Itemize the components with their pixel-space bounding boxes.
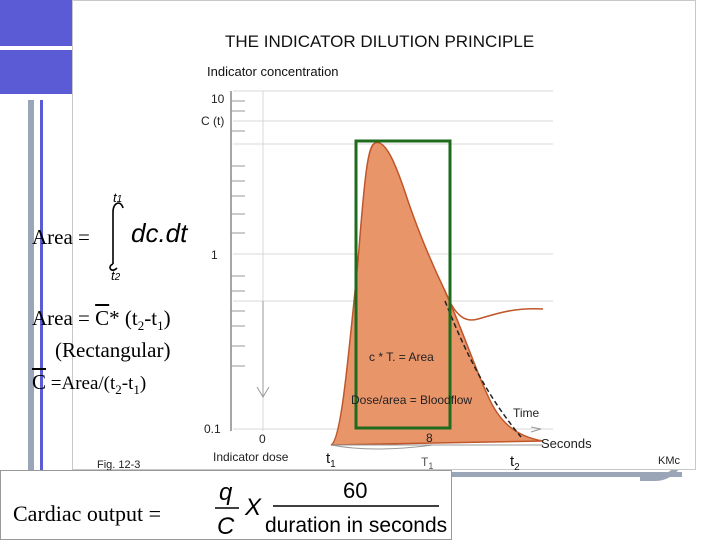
integral-upper-limit: t1	[113, 190, 122, 205]
rect-area-text: c * T. = Area	[369, 350, 434, 364]
x-tick-zero: 0	[259, 432, 266, 446]
cardiac-output-label: Cardiac output =	[13, 501, 162, 526]
area-integral-label: Area =	[32, 225, 90, 249]
figure-canvas: THE INDICATOR DILUTION PRINCIPLE Indicat…	[97, 32, 681, 473]
integral-sign-icon	[109, 202, 124, 271]
y-axis-label: Indicator concentration	[207, 64, 339, 79]
dilution-curve-area	[330, 141, 544, 446]
time-label: Time	[513, 406, 540, 420]
seconds-label: Seconds	[541, 436, 592, 451]
C-symbol: C	[217, 513, 235, 538]
fig-label: Fig. 12-3	[97, 459, 140, 471]
bloodflow-text: Dose/area = Bloodflow	[351, 393, 472, 407]
credit-label: KMc	[658, 455, 681, 467]
integral-lower-limit: t2	[111, 268, 121, 283]
y-tick-0-1: 0.1	[204, 422, 221, 436]
dose-label: Indicator dose	[213, 450, 289, 464]
X-symbol: X	[244, 494, 262, 521]
y-tick-10: 10	[211, 92, 225, 106]
slide-blue-block-mid	[0, 50, 72, 94]
T1-label: T1	[421, 455, 433, 471]
slide-gray-bar	[28, 100, 34, 470]
slide-gray-bottom-bar	[452, 472, 682, 477]
sixty-numerator: 60	[343, 478, 367, 503]
slide-blue-block-top	[0, 0, 72, 46]
equivalent-rectangle	[354, 139, 452, 430]
integral-expression: t1 dc.dt t2	[109, 190, 189, 283]
time-brace	[330, 444, 434, 450]
area-rect-equation: Area = C* (t2-t1)	[32, 306, 171, 334]
t2-label: t2	[510, 453, 520, 471]
slide-blue-frame-left	[40, 100, 43, 470]
integrand: dc.dt	[131, 218, 189, 248]
y-tick-1: 1	[211, 248, 218, 262]
cardiac-output-formula: q C X 60 duration in seconds	[215, 478, 447, 538]
indicator-dilution-figure: THE INDICATOR DILUTION PRINCIPLE Indicat…	[72, 0, 696, 473]
q-symbol: q	[219, 479, 233, 506]
cardiac-output-box: Cardiac output =	[0, 470, 452, 540]
x-tick-eight: 8	[426, 431, 433, 445]
dose-arrow-head	[256, 386, 270, 398]
t1-label: t1	[326, 450, 336, 470]
figure-title: THE INDICATOR DILUTION PRINCIPLE	[225, 32, 534, 51]
rectangular-note: (Rectangular)	[55, 338, 171, 362]
recirculation-curve	[444, 290, 544, 321]
duration-denominator: duration in seconds	[265, 514, 447, 537]
c-bar-equation: C =Area/(t2-t1)	[32, 370, 147, 398]
curve-label: C (t)	[201, 114, 224, 128]
time-arrow-icon	[530, 426, 542, 433]
c-bar: C	[95, 306, 110, 330]
y-axis-ticks	[231, 100, 245, 367]
slide-white-line	[0, 46, 72, 50]
